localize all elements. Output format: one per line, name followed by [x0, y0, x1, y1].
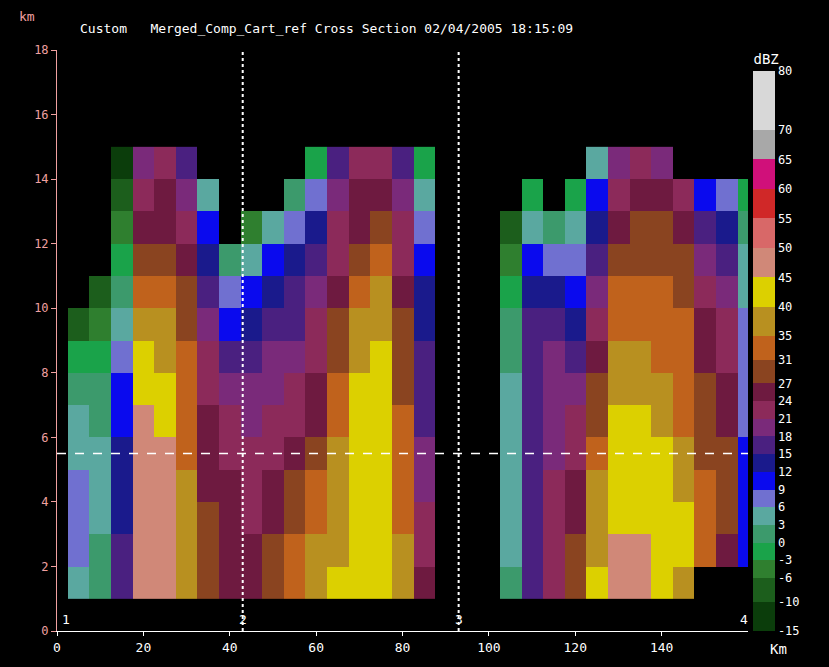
- svg-text:35: 35: [778, 329, 792, 343]
- svg-text:40: 40: [222, 640, 238, 655]
- svg-text:24: 24: [778, 394, 792, 408]
- svg-text:31: 31: [778, 353, 792, 367]
- svg-text:50: 50: [778, 241, 792, 255]
- svg-text:55: 55: [778, 212, 792, 226]
- svg-text:12: 12: [34, 237, 48, 251]
- svg-text:65: 65: [778, 153, 792, 167]
- svg-text:12: 12: [778, 465, 792, 479]
- svg-text:70: 70: [778, 123, 792, 137]
- svg-text:-15: -15: [778, 624, 800, 638]
- svg-text:18: 18: [778, 430, 792, 444]
- svg-text:6: 6: [41, 431, 48, 445]
- svg-text:100: 100: [477, 640, 500, 655]
- svg-text:dBZ: dBZ: [753, 51, 778, 67]
- svg-text:21: 21: [778, 412, 792, 426]
- svg-text:3: 3: [778, 518, 785, 532]
- svg-text:-6: -6: [778, 571, 792, 585]
- svg-text:16: 16: [34, 108, 48, 122]
- svg-text:9: 9: [778, 483, 785, 497]
- svg-text:140: 140: [650, 640, 673, 655]
- svg-text:Km: Km: [770, 641, 787, 657]
- svg-text:45: 45: [778, 271, 792, 285]
- svg-text:10: 10: [34, 301, 48, 315]
- svg-text:60: 60: [308, 640, 324, 655]
- svg-text:Custom Merged_Comp_Cart_ref: Custom Merged_Comp_Cart_ref Cross Sectio…: [80, 21, 573, 36]
- svg-text:1: 1: [62, 612, 70, 627]
- svg-text:120: 120: [564, 640, 587, 655]
- svg-text:3: 3: [455, 612, 463, 627]
- svg-text:6: 6: [778, 500, 785, 514]
- svg-text:20: 20: [136, 640, 152, 655]
- svg-text:0: 0: [778, 536, 785, 550]
- svg-text:2: 2: [41, 560, 48, 574]
- svg-text:18: 18: [34, 43, 48, 57]
- svg-text:-3: -3: [778, 553, 792, 567]
- svg-text:40: 40: [778, 300, 792, 314]
- svg-text:4: 4: [740, 612, 748, 627]
- svg-text:14: 14: [34, 172, 48, 186]
- svg-text:60: 60: [778, 182, 792, 196]
- svg-text:0: 0: [41, 624, 48, 638]
- svg-text:0: 0: [53, 640, 61, 655]
- svg-text:-10: -10: [778, 595, 800, 609]
- svg-text:80: 80: [778, 64, 792, 78]
- svg-text:15: 15: [778, 447, 792, 461]
- svg-text:4: 4: [41, 495, 48, 509]
- svg-text:27: 27: [778, 377, 792, 391]
- svg-text:km: km: [19, 9, 35, 24]
- svg-text:8: 8: [41, 366, 48, 380]
- svg-text:2: 2: [239, 612, 247, 627]
- svg-text:80: 80: [395, 640, 411, 655]
